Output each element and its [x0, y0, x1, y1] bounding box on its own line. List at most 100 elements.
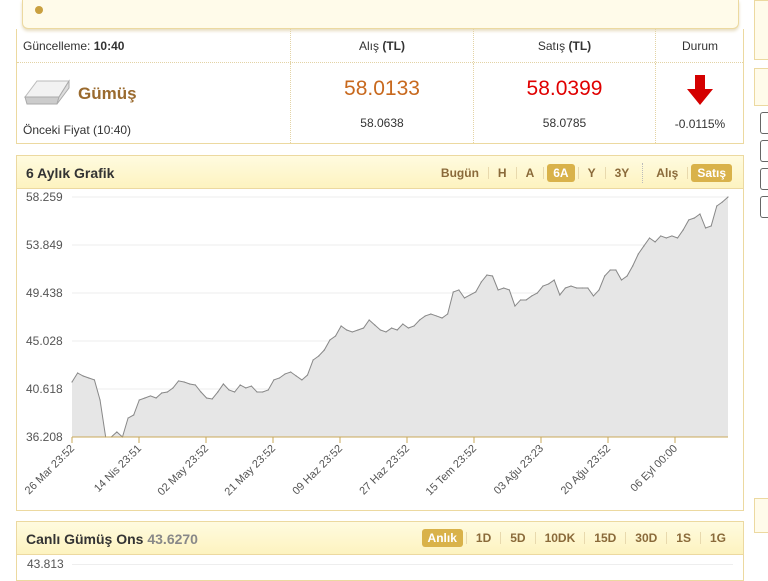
data-point [491, 275, 494, 277]
data-point [390, 327, 393, 329]
tab-1s[interactable]: 1S [676, 531, 691, 545]
header-sell: Satış (TL) [474, 29, 656, 62]
data-point [194, 384, 196, 386]
data-point [458, 289, 460, 291]
tab-separator [515, 167, 517, 179]
data-point [637, 253, 639, 255]
x-tick-label: 02 May 23:52 [156, 443, 212, 499]
chart-panel: 6 Aylık Grafik Bugün H A 6A Y 3Y Alış Satış [16, 155, 744, 511]
data-point [77, 372, 79, 374]
data-point [144, 397, 146, 399]
divider [642, 163, 644, 183]
tab-bugün[interactable]: Bugün [440, 166, 479, 180]
silver-bar-icon [24, 79, 70, 105]
update-value: 10:40 [93, 38, 125, 53]
tab-separator [465, 532, 467, 544]
tab-separator [699, 532, 701, 544]
data-point [413, 325, 415, 327]
data-point [256, 391, 258, 393]
tab-separator [666, 532, 668, 544]
data-point [463, 297, 466, 299]
data-point [233, 391, 236, 393]
data-point [648, 237, 651, 239]
data-point [239, 384, 241, 386]
data-point [654, 241, 656, 243]
tab-separator [500, 532, 502, 544]
data-point [604, 275, 606, 277]
update-time: Güncelleme: 10:40 [17, 29, 291, 62]
data-point [626, 275, 628, 277]
data-point [402, 323, 404, 325]
sidebar-button[interactable] [760, 168, 768, 190]
x-tick-label: 06 Eyl 00:00 [628, 443, 680, 495]
tab-h[interactable]: H [497, 166, 507, 180]
chart-title: 6 Aylık Grafik [26, 165, 115, 181]
data-point [486, 274, 488, 276]
side-tab-1[interactable]: Satış [691, 164, 732, 182]
y-tick-label: 58.259 [26, 190, 63, 204]
tab-anlık[interactable]: Anlık [421, 529, 463, 547]
data-point [217, 391, 219, 393]
sidebar-button[interactable] [760, 140, 768, 162]
data-point [727, 196, 729, 198]
data-point [301, 379, 303, 381]
data-point [660, 235, 662, 237]
tab-separator [687, 167, 689, 179]
data-point [357, 329, 359, 331]
data-point [682, 229, 684, 231]
data-point [721, 201, 723, 203]
data-point [306, 374, 309, 376]
data-point [447, 313, 449, 315]
live-value: 43.6270 [147, 531, 198, 547]
tab-separator [487, 167, 489, 179]
data-point [340, 325, 342, 327]
data-point [205, 397, 208, 399]
data-point [643, 245, 645, 247]
data-point [200, 391, 202, 393]
data-point [620, 279, 623, 281]
tab-30d[interactable]: 30D [635, 531, 658, 545]
data-point [172, 387, 174, 389]
tab-6a[interactable]: 6A [547, 164, 575, 182]
buy-price: 58.0133 [344, 76, 420, 100]
data-point [138, 399, 140, 401]
tab-y[interactable]: Y [587, 166, 596, 180]
data-point [710, 225, 712, 227]
gridline [72, 564, 733, 565]
x-tick-label: 21 May 23:52 [223, 443, 279, 499]
data-point [559, 294, 561, 296]
data-point [592, 295, 595, 297]
live-range-tabs: Anlık 1D 5D 10DK 15D 30D 1S 1G [419, 529, 735, 547]
asset-cell: Gümüş Önceki Fiyat (10:40) [17, 63, 291, 143]
tab-1d[interactable]: 1D [475, 531, 492, 545]
data-point [564, 287, 567, 289]
data-point [222, 383, 224, 385]
data-point [329, 339, 331, 341]
data-point [362, 327, 365, 329]
data-point [295, 375, 297, 377]
sidebar-button[interactable] [760, 196, 768, 218]
y-tick-label: 53.849 [26, 238, 63, 252]
tab-a[interactable]: A [525, 166, 535, 180]
sidebar-button[interactable] [760, 112, 768, 134]
data-point [385, 331, 387, 333]
tab-3y[interactable]: 3Y [614, 166, 630, 180]
data-point [334, 335, 337, 337]
area-fill [72, 196, 728, 437]
data-point [278, 377, 281, 379]
data-point [452, 291, 454, 293]
tab-1g[interactable]: 1G [709, 531, 726, 545]
data-point [351, 331, 353, 333]
tab-5d[interactable]: 5D [510, 531, 526, 545]
y-tick-label: 36.208 [26, 430, 63, 444]
data-point [189, 383, 191, 385]
tab-10dk[interactable]: 10DK [544, 531, 576, 545]
top-panel [22, 0, 739, 29]
side-tab-0[interactable]: Alış [656, 166, 679, 180]
asset-name: Gümüş [78, 84, 137, 103]
tab-15d[interactable]: 15D [594, 531, 617, 545]
data-point [699, 213, 701, 215]
data-point [553, 279, 555, 281]
data-point [407, 327, 410, 329]
